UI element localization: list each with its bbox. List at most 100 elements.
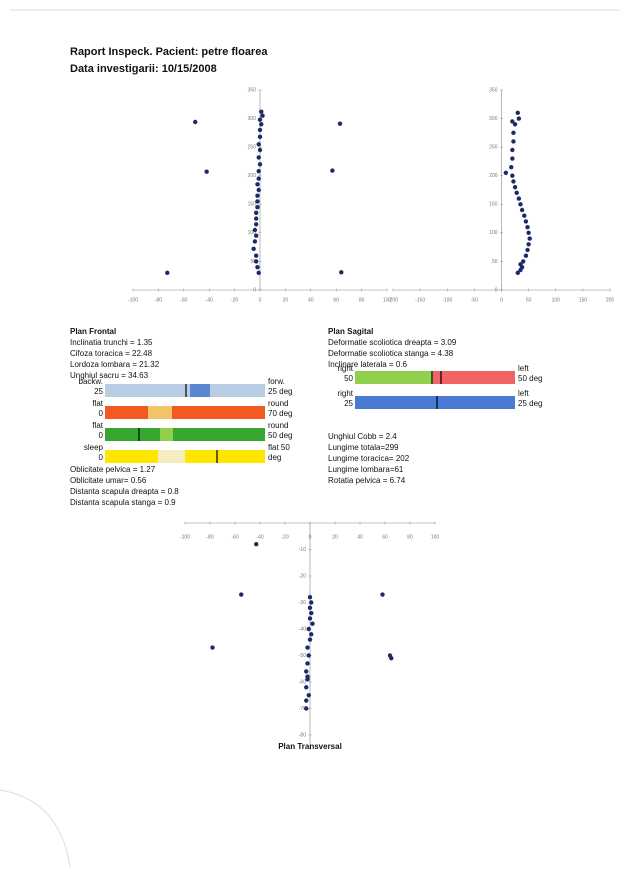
x-tick-label: 0 [259,297,262,303]
date: Data investigarii: 10/15/2008 [70,63,217,75]
gauge-segment [190,384,210,397]
y-tick-label: 250 [248,144,257,150]
data-point [522,213,527,218]
gauge-segment [355,396,515,409]
data-point [339,270,344,275]
data-point [252,227,258,233]
measure: Cifoza toracica = 22.48 [70,349,153,358]
y-tick-label: 250 [489,144,498,150]
y-tick-label: 0 [253,287,256,293]
measure: Unghiul sacru = 34.63 [70,371,149,380]
gauge-left-label: 25 [94,387,103,396]
measure: Rotatia pelvica = 6.74 [328,476,406,485]
data-point [503,170,509,176]
y-tick-label: -70 [299,706,306,712]
measure: Oblicitate pelvica = 1.27 [70,465,156,474]
data-point [305,645,310,650]
data-point [256,187,261,193]
data-point [309,610,314,616]
gauge-right-label: round [268,399,288,408]
data-point [252,239,258,244]
gauge-segment [105,384,265,397]
gauge-segment [355,371,433,384]
gauge-left-label: 25 [344,399,353,408]
gauge-left-label: flat [92,421,103,430]
gauge-left-label: flat [92,399,103,408]
y-tick-label: -10 [299,547,306,553]
y-tick-label: -60 [299,679,306,685]
x-tick-label: 0 [309,534,312,540]
data-point [257,162,263,167]
measure: Distanta scapula stanga = 0.9 [70,498,176,507]
data-point [256,176,261,181]
data-point [521,259,526,264]
data-point [253,222,259,227]
gauge-right-label: 50 deg [268,431,292,440]
data-point [511,130,516,136]
measure: Lungime lombara=61 [328,465,404,474]
measure: Distanta scapula dreapta = 0.8 [70,487,179,496]
data-point [527,236,532,241]
gauge-segment [105,406,265,419]
data-point [307,605,313,610]
y-tick-label: -50 [299,653,306,659]
data-point [525,247,530,253]
data-point [304,698,309,703]
gauge-right-label: deg [268,453,281,462]
data-point [509,164,514,170]
y-tick-label: 0 [495,287,498,293]
data-point [514,190,519,196]
data-point [510,173,515,178]
x-tick-label: -20 [281,534,288,540]
gauge-left-label: backw. [79,377,103,386]
data-point [255,264,260,270]
x-tick-label: -50 [471,297,478,303]
data-point [253,253,259,258]
data-point [523,219,529,224]
x-tick-label: -100 [442,297,452,303]
data-point [511,179,516,184]
data-point [305,674,310,679]
x-tick-label: -40 [256,534,263,540]
gauge-left-label: 0 [99,453,104,462]
x-tick-label: 60 [382,534,388,540]
x-tick-label: 100 [431,534,440,540]
data-point [330,168,335,173]
gauge-right-label: 25 deg [518,399,542,408]
data-point [307,637,313,642]
y-tick-label: 150 [489,202,498,208]
data-point [253,210,259,216]
data-point [309,600,314,605]
x-tick-label: -200 [388,297,398,303]
data-point [515,270,520,276]
measure: Deformatie scoliotica dreapta = 3.09 [328,338,457,347]
measure: Inclinare laterala = 0.6 [328,360,407,369]
x-tick-label: 0 [500,297,503,303]
y-tick-label: 150 [248,202,257,208]
measure: Oblicitate umar= 0.56 [70,476,147,485]
data-point [380,592,385,597]
y-tick-label: 200 [489,173,498,179]
section-heading: Plan Sagital [328,327,373,336]
x-tick-label: -60 [180,297,187,303]
gauge-segment [148,406,172,419]
x-tick-label: -100 [180,534,190,540]
x-tick-label: -150 [415,297,425,303]
data-point [526,230,531,236]
gauge-right-label: left [518,364,529,373]
data-point [516,196,522,201]
data-point [257,134,263,140]
gauge-left-label: right [337,389,353,398]
x-tick-label: -80 [155,297,162,303]
y-tick-label: 100 [489,230,498,236]
measure: Lordoza lombara = 21.32 [70,360,160,369]
data-point [210,645,215,650]
y-tick-label: -30 [299,600,306,606]
x-tick-label: 100 [552,297,561,303]
data-point [518,202,523,207]
data-point [259,109,264,114]
y-tick-label: 350 [489,87,498,93]
data-point [510,156,515,161]
x-tick-label: -60 [231,534,238,540]
